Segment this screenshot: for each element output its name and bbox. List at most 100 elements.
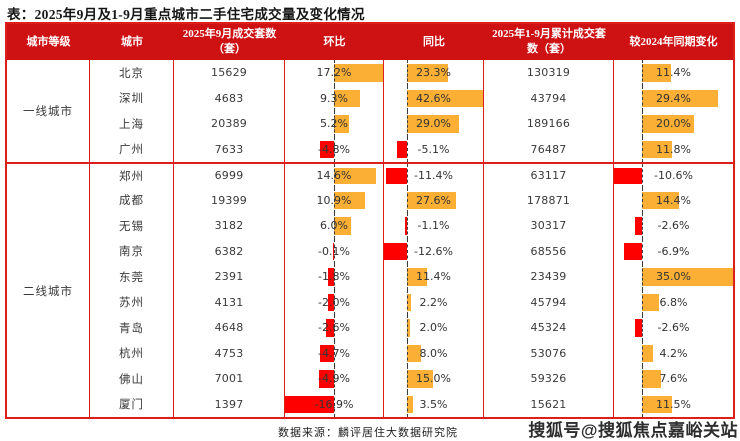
yoy-cell: -12.6% <box>384 238 484 264</box>
yoy-data-bar <box>406 319 411 337</box>
yoy-zero-axis-line <box>406 289 408 315</box>
yoy-cell: -5.1% <box>384 136 484 162</box>
mom-zero-axis-line <box>333 315 335 341</box>
yoy-data-bar <box>406 370 434 388</box>
sep-sales-cell: 2391 <box>174 264 285 290</box>
ytd-change-zero-axis-line <box>641 187 643 213</box>
yoy-data-bar <box>397 140 407 158</box>
ytd-sales-cell: 53076 <box>484 340 614 366</box>
ytd-change-cell: 7.6% <box>614 366 733 392</box>
mom-value: -16.9% <box>314 397 354 411</box>
mom-zero-axis-line <box>333 264 335 290</box>
ytd-sales-cell: 178871 <box>484 187 614 213</box>
ytd-change-value: 11.5% <box>656 397 691 411</box>
mom-value: 10.9% <box>316 193 352 207</box>
mom-value: -4.8% <box>318 142 350 156</box>
ytd-change-cell: 20.0% <box>614 111 733 137</box>
yoy-zero-axis-line <box>406 264 408 290</box>
ytd-change-value: 11.4% <box>656 66 691 80</box>
yoy-value: 2.2% <box>419 295 448 309</box>
ytd-change-zero-axis-line <box>641 366 643 392</box>
sohu-watermark: 搜狐号@搜狐焦点嘉峪关站 <box>528 421 738 440</box>
sep-sales-cell: 4131 <box>174 289 285 315</box>
mom-data-bar <box>326 319 334 337</box>
mom-value: -4.9% <box>318 372 350 386</box>
ytd-change-cell: 35.0% <box>614 264 733 290</box>
yoy-cell: 3.5% <box>384 391 484 417</box>
ytd-change-zero-axis-line <box>641 111 643 137</box>
yoy-value: -1.1% <box>417 219 450 233</box>
mom-data-bar <box>333 89 361 107</box>
city-cell: 东莞 <box>90 264 174 290</box>
mom-cell: 9.3% <box>285 85 384 111</box>
ytd-change-data-bar <box>641 370 662 388</box>
city-cell: 郑州 <box>90 162 174 188</box>
mom-data-bar <box>319 140 334 158</box>
mom-zero-axis-line <box>333 111 335 137</box>
data-source-note: 数据来源：麟评居住大数据研究院 <box>278 427 458 439</box>
ytd-change-data-bar <box>614 168 642 184</box>
ytd-change-cell: 4.2% <box>614 340 733 366</box>
mom-data-bar <box>320 344 334 362</box>
ytd-change-zero-axis-line <box>641 85 643 111</box>
city-cell: 杭州 <box>90 340 174 366</box>
yoy-value: 29.0% <box>416 117 451 131</box>
yoy-value: 27.6% <box>416 193 451 207</box>
city-cell: 北京 <box>90 60 174 86</box>
ytd-sales-cell: 43794 <box>484 85 614 111</box>
yoy-zero-axis-line <box>406 85 408 111</box>
mom-data-bar <box>327 293 334 311</box>
yoy-cell: -1.1% <box>384 213 484 239</box>
mom-cell: 14.6% <box>285 162 384 188</box>
city-cell: 南京 <box>90 238 174 264</box>
sep-sales-cell: 7001 <box>174 366 285 392</box>
ytd-sales-cell: 59326 <box>484 366 614 392</box>
mom-data-bar <box>328 268 334 286</box>
sep-sales-cell: 7633 <box>174 136 285 162</box>
ytd-sales-cell: 45324 <box>484 315 614 341</box>
yoy-value: 42.6% <box>416 91 451 105</box>
header-cell-mom: 环比 <box>323 35 346 48</box>
city-cell: 广州 <box>90 136 174 162</box>
page-title: 表：2025年9月及1-9月重点城市二手住宅成交量及变化情况 <box>7 7 365 22</box>
yoy-data-bar <box>406 268 428 286</box>
mom-cell: -4.7% <box>285 340 384 366</box>
yoy-data-bar <box>406 293 411 311</box>
mom-value: 5.2% <box>320 117 348 131</box>
ytd-change-zero-axis-line <box>641 315 643 341</box>
ytd-change-zero-axis-line <box>641 391 643 417</box>
ytd-change-cell: 11.4% <box>614 60 733 86</box>
yoy-value: 15.0% <box>416 372 451 386</box>
mom-zero-axis-line <box>333 238 335 264</box>
yoy-data-bar <box>406 344 421 362</box>
ytd-change-value: 7.6% <box>659 372 688 386</box>
ytd-change-value: -10.6% <box>654 169 693 183</box>
mom-value: -0.1% <box>318 244 350 258</box>
mom-value: -2.6% <box>318 321 350 335</box>
header-cell-tier: 城市等级 <box>26 35 71 48</box>
mom-value: -4.7% <box>318 346 350 360</box>
ytd-change-data-bar <box>641 64 672 82</box>
ytd-sales-cell: 63117 <box>484 162 614 188</box>
mom-data-bar <box>333 168 376 184</box>
ytd-change-value: -2.6% <box>657 321 690 335</box>
city-cell: 苏州 <box>90 289 174 315</box>
mom-cell: -4.8% <box>285 136 384 162</box>
city-cell: 佛山 <box>90 366 174 392</box>
ytd-change-zero-axis-line <box>641 289 643 315</box>
yoy-cell: 11.4% <box>384 264 484 290</box>
yoy-zero-axis-line <box>406 340 408 366</box>
mom-zero-axis-line <box>333 164 335 188</box>
mom-cell: -4.9% <box>285 366 384 392</box>
yoy-data-bar <box>406 89 483 107</box>
mom-value: -2.0% <box>318 295 350 309</box>
mom-cell: -2.0% <box>285 289 384 315</box>
sep-sales-cell: 15629 <box>174 60 285 86</box>
yoy-data-bar <box>386 168 407 184</box>
yoy-zero-axis-line <box>406 391 408 417</box>
mom-zero-axis-line <box>333 289 335 315</box>
ytd-change-cell: -10.6% <box>614 162 733 188</box>
yoy-cell: 29.0% <box>384 111 484 137</box>
ytd-change-data-bar <box>634 217 642 235</box>
mom-data-bar <box>333 64 383 82</box>
